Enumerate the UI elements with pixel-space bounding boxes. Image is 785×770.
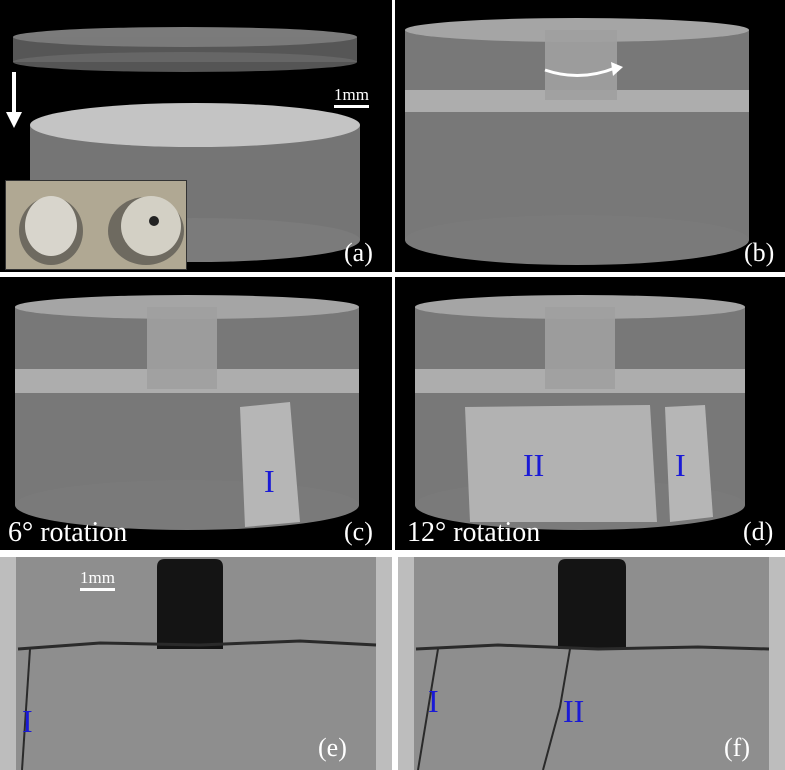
scale-bar-a: 1mm xyxy=(334,86,369,108)
scale-bar-label: 1mm xyxy=(80,568,115,587)
crack-mark-e-1: I xyxy=(22,703,33,739)
specimen-photo-inset xyxy=(5,180,187,270)
panel-label-d: (d) xyxy=(743,517,774,546)
specimen-6deg-render xyxy=(15,295,359,530)
panel-label-b: (b) xyxy=(744,238,775,267)
panel-e: 1mm I (e) xyxy=(0,557,392,770)
crack-mark-c-1: I xyxy=(264,463,275,499)
scale-bar-label: 1mm xyxy=(334,85,369,104)
crack-mark-d-1: I xyxy=(675,447,686,483)
panel-f: I II (f) xyxy=(398,557,785,770)
rotation-label-d: 12° rotation xyxy=(407,517,541,548)
specimen-assembled-render xyxy=(405,18,749,265)
rotation-label-c: 6° rotation xyxy=(8,517,128,548)
panel-c: 6° rotation I (c) xyxy=(0,277,392,550)
ct-slice-e xyxy=(0,557,392,770)
photo-graphic xyxy=(6,181,186,269)
crack-mark-f-1: I xyxy=(428,683,439,719)
panel-b: (b) xyxy=(395,0,785,272)
crack-mark-f-2: II xyxy=(563,693,585,729)
ct-slice-f xyxy=(398,557,785,770)
scale-bar-e: 1mm xyxy=(80,569,115,591)
panel-d: 12° rotation II I (d) xyxy=(395,277,785,550)
panel-label-a: (a) xyxy=(344,238,373,267)
panel-label-c: (c) xyxy=(344,517,373,546)
panel-a: 1mm (a) xyxy=(0,0,392,272)
panel-label-e: (e) xyxy=(318,733,347,762)
crack-mark-d-2: II xyxy=(523,447,545,483)
panel-label-f: (f) xyxy=(724,733,750,762)
specimen-12deg-render xyxy=(415,295,745,530)
